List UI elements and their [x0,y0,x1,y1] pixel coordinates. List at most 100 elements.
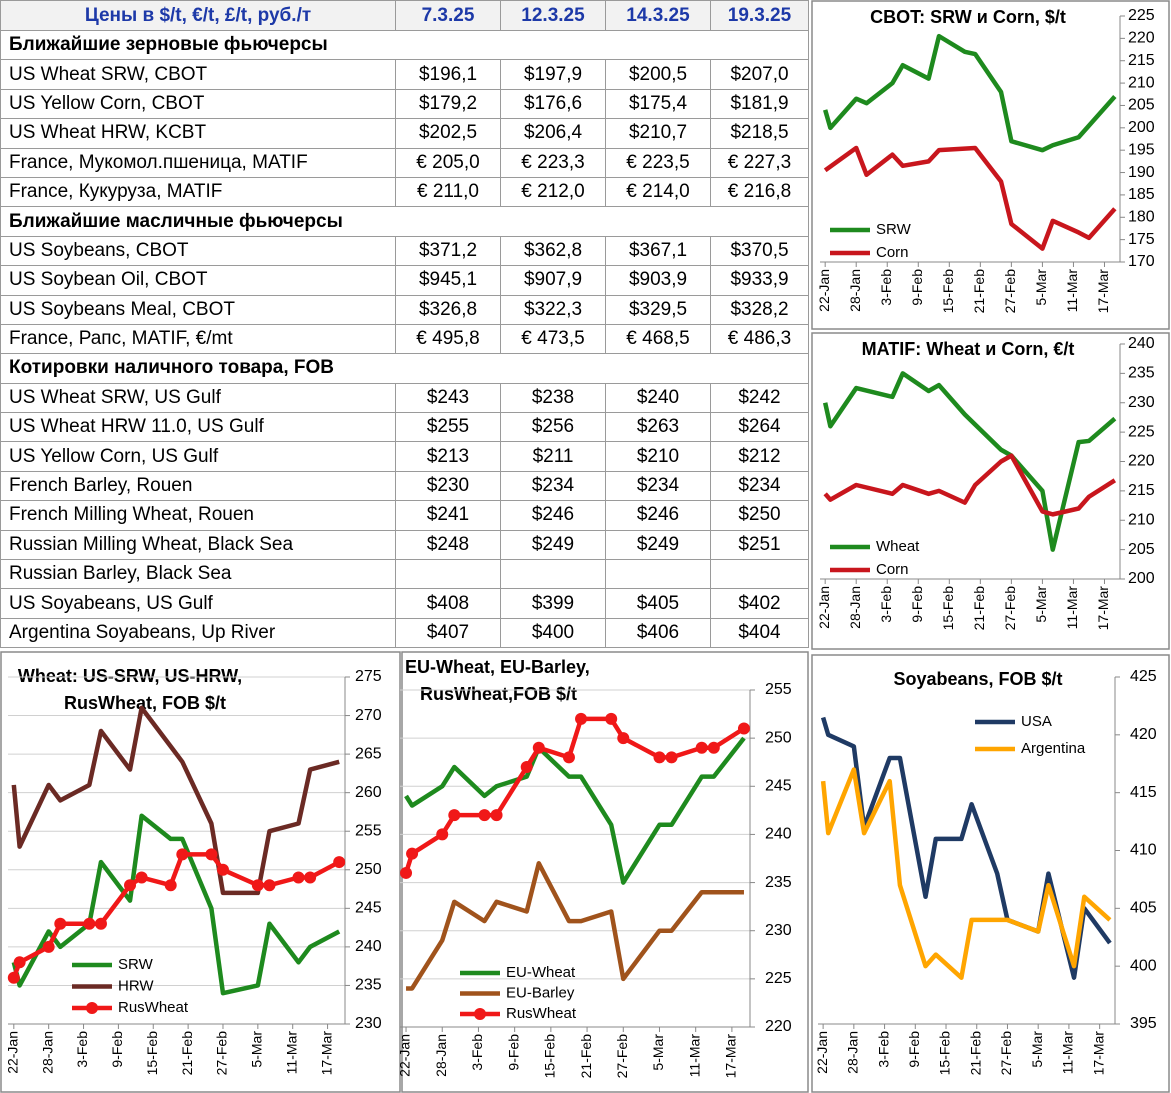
y-tick-label: 190 [1128,164,1155,181]
data-row: US Wheat HRW 11.0, US Gulf $255 $256 $263 $2… [0,412,809,443]
price-cell: $400 [500,617,606,649]
series-marker [406,847,419,860]
x-tick-label: 27-Feb [214,1031,230,1076]
series-line [11,813,341,996]
header-cell: 14.3.25 [605,0,711,31]
x-tick-label: 27-Feb [614,1034,630,1079]
y-tick-label: 235 [355,977,382,994]
series-marker [54,917,67,930]
series-line [823,453,1117,517]
x-tick-label: 15-Feb [937,1031,953,1076]
x-tick-label: 17-Mar [1095,269,1111,314]
series-marker [478,809,491,822]
x-tick-label: 17-Mar [318,1031,334,1076]
y-tick-label: 245 [355,900,382,917]
chart-panel [811,654,1170,1093]
series-marker [436,828,449,841]
price-cell: $903,9 [605,265,711,296]
series-line [823,33,1117,153]
row-label: French Milling Wheat, Rouen [0,500,396,531]
series-marker [400,866,413,879]
series-marker [304,871,317,884]
series-marker [292,871,305,884]
y-tick-label: 215 [1128,52,1155,69]
y-tick-label: 205 [1128,97,1155,114]
chart-panel [0,651,401,1093]
series-marker [124,879,137,892]
series-line [406,861,744,991]
series-marker [42,940,55,953]
price-cell: $907,9 [500,265,606,296]
chart-title: Soyabeans, FOB $/t [893,669,1062,689]
series-marker [448,809,461,822]
y-tick-label: 205 [1128,541,1155,558]
y-tick-label: 395 [1130,1015,1157,1032]
legend-label: Argentina [1021,740,1086,757]
y-tick-label: 230 [1128,394,1155,411]
series-line [823,145,1117,251]
x-tick-label: 27-Feb [1002,586,1018,631]
price-cell: € 495,8 [395,323,501,355]
price-cell: $404 [710,617,809,649]
price-cell: $322,3 [500,294,606,325]
price-cell [605,559,711,590]
price-cell: $218,5 [710,118,809,149]
y-tick-label: 255 [765,681,792,698]
y-tick-label: 220 [1128,453,1155,470]
header-row: Цены в $/t, €/t, £/t, руб./т 7.3.25 12.3.2… [0,0,809,31]
data-row: US Soybeans, CBOT $371,2 $362,8 $367,1 $370,… [0,235,809,267]
row-label: French Barley, Rouen [0,470,396,502]
price-cell: $370,5 [710,235,809,267]
y-tick-label: 255 [355,822,382,839]
price-cell: $197,9 [500,59,606,90]
y-tick-label: 415 [1130,784,1157,801]
section-title: Ближайшие масличные фьючерсы [0,206,809,237]
series-marker [13,956,26,969]
data-row: Argentina Soyabeans, Up River $407 $400 $40… [0,617,809,649]
series-marker [605,712,618,725]
y-tick-label: 220 [1128,30,1155,47]
price-cell: $211 [500,441,606,472]
y-tick-label: 240 [1128,335,1155,352]
x-tick-label: 17-Mar [723,1034,739,1079]
price-cell: $207,0 [710,59,809,90]
data-row: France, Мукомол.пшеница, MATIF € 205,0 € 2… [0,147,809,178]
price-cell: $945,1 [395,265,501,296]
price-cell: $175,4 [605,88,711,120]
y-tick-label: 405 [1130,900,1157,917]
legend-label: Corn [876,561,909,578]
chart-title: RusWheat, FOB $/t [64,693,226,713]
x-tick-label: 22-Jan [814,1031,830,1074]
x-tick-label: 15-Feb [940,586,956,631]
price-cell: $264 [710,412,809,443]
price-cell: $408 [395,588,501,619]
row-label: US Wheat SRW, US Gulf [0,382,396,414]
series-marker [575,712,588,725]
y-tick-label: 245 [765,778,792,795]
series-marker [7,971,20,984]
row-label: France, Кукуруза, MATIF [0,176,396,208]
x-tick-label: 17-Mar [1090,1031,1106,1076]
legend-marker [474,1008,486,1020]
section-row: Котировки наличного товара, FOB [0,353,809,384]
data-row: US Soyabeans, US Gulf $408 $399 $405 $402 [0,588,809,619]
y-tick-label: 225 [765,970,792,987]
series-line [822,371,1117,552]
price-cell: $328,2 [710,294,809,325]
price-cell: $210,7 [605,118,711,149]
y-tick-label: 225 [1128,7,1155,24]
price-cell: $933,9 [710,265,809,296]
y-tick-label: 260 [355,784,382,801]
chart-title: Wheat: US-SRW, US-HRW, [18,666,242,686]
series-marker [695,741,708,754]
series-line [820,767,1112,980]
legend-label: RusWheat [506,1005,577,1022]
row-label: US Wheat HRW 11.0, US Gulf [0,412,396,443]
row-label: US Soybean Oil, CBOT [0,265,396,296]
legend-label: EU-Barley [506,984,575,1001]
data-row: US Wheat HRW, KCBT $202,5 $206,4 $210,7 $218… [0,118,809,149]
price-cell: € 468,5 [605,323,711,355]
price-cell: $240 [605,382,711,414]
series-marker [520,761,533,774]
series-marker [94,917,107,930]
